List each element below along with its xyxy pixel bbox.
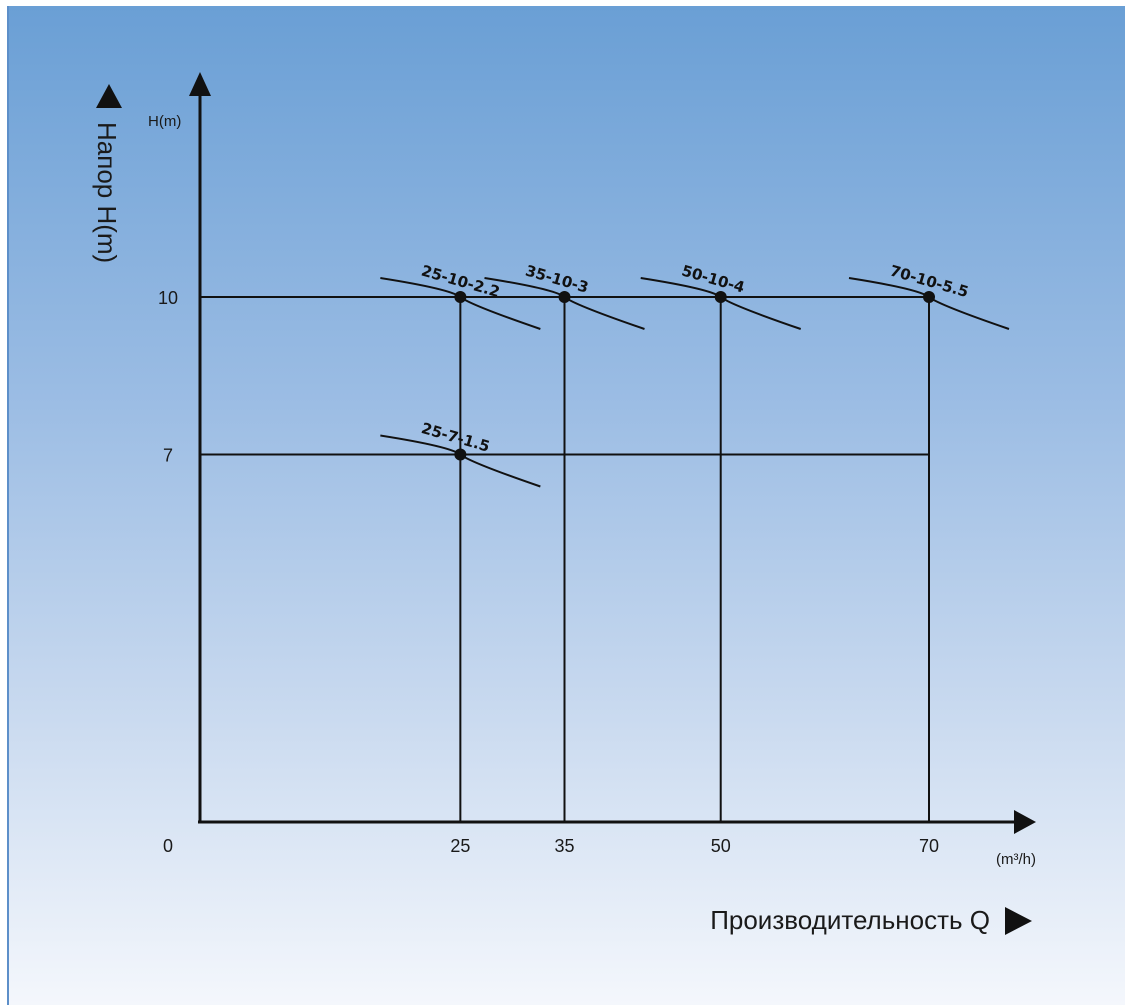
- x-tick-label-50: 50: [711, 836, 731, 856]
- origin-label: 0: [163, 836, 173, 856]
- x-axis-title-arrow: [1005, 907, 1032, 935]
- data-point-70-10-5_5: [923, 291, 935, 303]
- data-point-25-10-2_2: [454, 291, 467, 303]
- grid-lines: [200, 296, 930, 822]
- data-point-50-10-4: [714, 291, 727, 303]
- y-tick-label-7: 7: [163, 446, 173, 466]
- x-unit-label: (m³/h): [996, 851, 1036, 868]
- x-tick-label-70: 70: [919, 836, 939, 856]
- data-point-35-10-3: [558, 291, 571, 303]
- x-tick-label-35: 35: [554, 836, 574, 856]
- point-label-35-10-3: 35-10-3: [523, 262, 590, 297]
- y-unit-label: H(m): [148, 113, 181, 130]
- tick-labels: 7 10 25 35 50 70: [158, 288, 939, 856]
- x-axis-arrow: [1014, 810, 1036, 834]
- data-point-25-7-1_5: [454, 448, 467, 461]
- y-tick-label-10: 10: [158, 288, 178, 308]
- y-axis-title: Напор H(m): [92, 122, 122, 263]
- y-axis-arrow: [189, 72, 211, 96]
- axes: [189, 72, 1036, 834]
- chart-background: [7, 6, 1125, 1005]
- y-axis-title-arrow: [96, 84, 122, 108]
- x-axis-title: Производительность Q: [710, 905, 990, 935]
- data-points: 25-10-2.2 35-10-3 50-10-4 70-10-5.525-7-1.5: [419, 262, 971, 461]
- x-tick-label-25: 25: [450, 836, 470, 856]
- point-label-50-10-4: 50-10-4: [680, 262, 747, 297]
- point-label-25-7-1_5: 25-7-1.5: [419, 419, 492, 456]
